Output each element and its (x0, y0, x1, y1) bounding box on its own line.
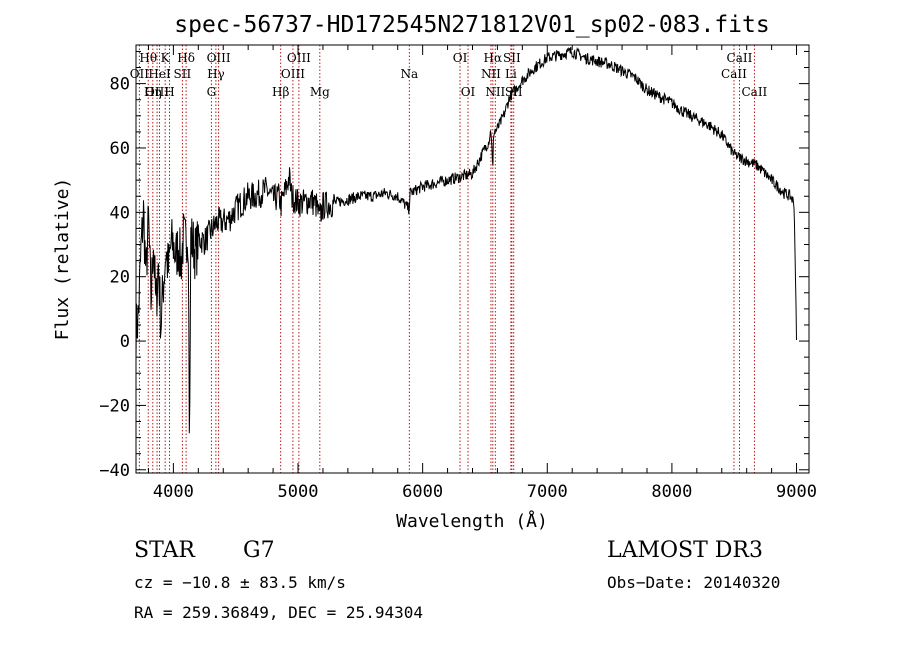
line-label: Na (400, 67, 418, 81)
line-label: Hη (144, 85, 162, 99)
y-axis-ticks: −40 −20 0 20 40 60 80 (99, 50, 809, 481)
line-label: NII (485, 85, 505, 99)
y-tick-label: −40 (99, 461, 130, 481)
x-tick-label: 5000 (278, 482, 319, 502)
y-tick-label: −20 (99, 396, 130, 416)
line-label: Mg (310, 85, 330, 99)
x-tick-label: 4000 (153, 482, 194, 502)
line-label: K (161, 51, 171, 65)
spectrum-line (135, 46, 797, 434)
y-axis-label: Flux (relative) (52, 178, 73, 341)
line-label: CaII (727, 51, 753, 65)
line-label: HeI (148, 67, 171, 81)
y-tick-label: 60 (110, 139, 130, 159)
line-label: CaII (721, 67, 747, 81)
x-tick-label: 8000 (651, 482, 692, 502)
line-label: CaII (741, 85, 767, 99)
line-label: Hβ (272, 85, 289, 99)
redshift-cz: cz = −10.8 ± 83.5 km/s (134, 573, 346, 592)
line-label: OI (461, 85, 476, 99)
x-tick-label: 9000 (776, 482, 817, 502)
line-label: OII (130, 67, 150, 81)
survey-name: LAMOST DR3 (607, 538, 763, 563)
x-tick-label: 6000 (402, 482, 443, 502)
y-tick-label: 80 (110, 75, 130, 95)
line-label: Hγ (207, 67, 225, 81)
chart-title: spec-56737-HD172545N271812V01_sp02-083.f… (174, 12, 769, 38)
y-tick-label: 40 (110, 203, 130, 223)
spectrum-series (135, 46, 797, 434)
line-label: SII (503, 51, 521, 65)
y-tick-label: 0 (120, 332, 130, 352)
line-label: G (207, 85, 217, 99)
line-label: OIII (207, 51, 231, 65)
spectral-line-markers (138, 45, 755, 473)
line-label: OIII (145, 85, 169, 99)
line-label: Hδ (177, 51, 195, 65)
x-tick-label: 7000 (527, 482, 568, 502)
line-label: H (164, 85, 174, 99)
line-label: OIII (287, 51, 311, 65)
line-label: Hα (484, 51, 503, 65)
line-label: Li (505, 67, 517, 81)
line-label: OIII (281, 67, 305, 81)
observation-date: Obs−Date: 20140320 (607, 573, 781, 592)
coordinates: RA = 259.36849, DEC = 25.94304 (134, 603, 423, 622)
line-label: Hθ (139, 51, 157, 65)
line-label: OI (453, 51, 468, 65)
object-class: STAR (134, 538, 195, 563)
x-axis-label: Wavelength (Å) (396, 510, 548, 532)
line-label: NII (481, 67, 501, 81)
line-label: SII (505, 85, 523, 99)
object-subclass: G7 (243, 538, 275, 563)
line-label: SII (174, 67, 192, 81)
y-tick-label: 20 (110, 268, 130, 288)
plot-frame (135, 44, 810, 474)
x-axis-ticks: 4000 5000 6000 7000 8000 9000 (147, 45, 817, 502)
